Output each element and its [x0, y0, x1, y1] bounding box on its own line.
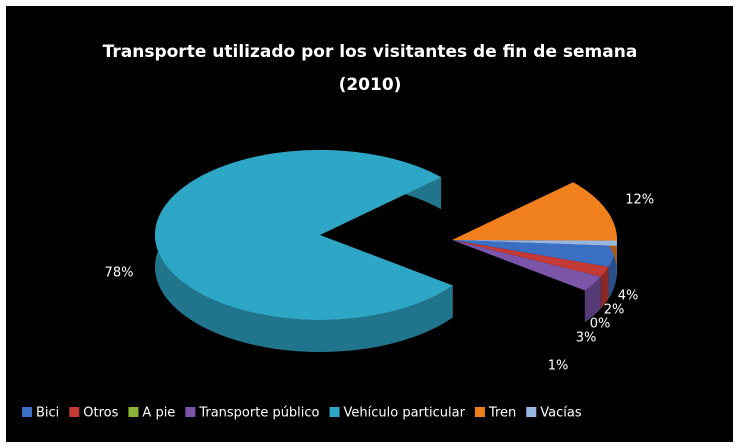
legend-label: Tren	[488, 406, 516, 421]
chart-title: Transporte utilizado por los visitantes …	[103, 42, 638, 62]
data-label: 3%	[576, 331, 597, 346]
legend-swatch	[69, 407, 80, 417]
legend-swatch	[128, 407, 139, 417]
pie-side	[608, 245, 617, 299]
data-label: 12%	[625, 193, 654, 208]
data-label: 4%	[618, 289, 639, 304]
legend-swatch	[185, 407, 196, 417]
legend-label: Transporte público	[198, 406, 319, 421]
pie-slice	[452, 240, 617, 267]
pie-slice	[452, 240, 609, 277]
pie-slice	[452, 182, 617, 241]
legend-label: Otros	[83, 406, 118, 421]
legend-label: Bici	[36, 406, 59, 421]
legend-swatch	[22, 407, 32, 417]
data-label: 0%	[590, 317, 611, 332]
pie-side	[600, 266, 609, 309]
data-label: 78%	[105, 266, 134, 281]
pie-slice	[452, 240, 601, 291]
legend-label: Vehículo particular	[344, 406, 466, 421]
data-label: 1%	[548, 359, 569, 374]
pie-slice	[452, 240, 617, 246]
data-label: 2%	[604, 303, 625, 318]
pie-slice	[155, 149, 453, 320]
legend-label: Vacías	[540, 406, 582, 421]
chart-title: (2010)	[339, 75, 402, 95]
legend-swatch	[474, 407, 485, 417]
legend-label: A pie	[142, 406, 175, 421]
chart-area	[6, 6, 733, 442]
legend-swatch	[526, 407, 537, 417]
legend-swatch	[329, 407, 340, 417]
pie-side	[584, 276, 601, 323]
